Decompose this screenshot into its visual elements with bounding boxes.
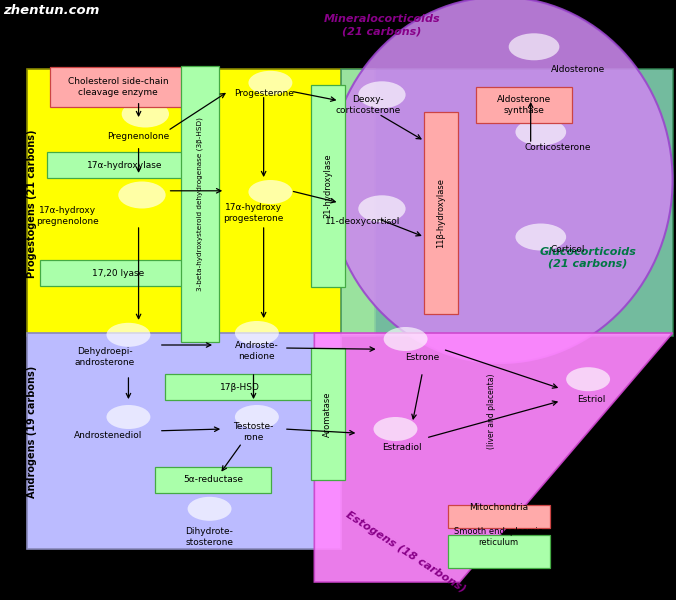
Ellipse shape bbox=[235, 321, 279, 345]
Polygon shape bbox=[314, 333, 673, 582]
Ellipse shape bbox=[516, 118, 566, 145]
Text: Estogens (18 carbons): Estogens (18 carbons) bbox=[344, 509, 467, 595]
FancyBboxPatch shape bbox=[424, 112, 458, 314]
Ellipse shape bbox=[118, 181, 166, 208]
FancyBboxPatch shape bbox=[166, 374, 314, 400]
Text: Progesterone: Progesterone bbox=[234, 88, 293, 97]
Text: 11β-hydroxylase: 11β-hydroxylase bbox=[436, 178, 445, 248]
Text: 17β-HSD: 17β-HSD bbox=[220, 383, 260, 391]
Ellipse shape bbox=[235, 405, 279, 429]
Text: 17α-hydroxy
pregnenolone: 17α-hydroxy pregnenolone bbox=[37, 206, 99, 226]
FancyBboxPatch shape bbox=[476, 87, 571, 124]
Ellipse shape bbox=[107, 405, 150, 429]
Text: Progestogens (21 carbons): Progestogens (21 carbons) bbox=[28, 130, 37, 278]
Ellipse shape bbox=[516, 223, 566, 251]
FancyBboxPatch shape bbox=[40, 260, 196, 286]
Ellipse shape bbox=[509, 33, 560, 60]
Ellipse shape bbox=[566, 367, 610, 391]
Text: Dehydroepi-
androsterone: Dehydroepi- androsterone bbox=[74, 347, 135, 367]
Text: Corticosterone: Corticosterone bbox=[525, 142, 591, 151]
FancyBboxPatch shape bbox=[47, 152, 203, 178]
Ellipse shape bbox=[358, 81, 406, 108]
Text: Aldosterone
synthase: Aldosterone synthase bbox=[497, 95, 551, 115]
FancyBboxPatch shape bbox=[181, 66, 219, 342]
FancyBboxPatch shape bbox=[448, 505, 550, 528]
Bar bbox=[27, 333, 341, 549]
Polygon shape bbox=[341, 69, 673, 336]
Ellipse shape bbox=[107, 323, 150, 347]
Text: Estriol: Estriol bbox=[577, 395, 606, 404]
Text: Testoste-
rone: Testoste- rone bbox=[233, 422, 274, 442]
Text: Androgens (19 carbons): Androgens (19 carbons) bbox=[28, 366, 37, 498]
Ellipse shape bbox=[328, 0, 673, 363]
FancyBboxPatch shape bbox=[448, 535, 550, 568]
FancyBboxPatch shape bbox=[155, 467, 270, 493]
Text: (liver and placenta): (liver and placenta) bbox=[487, 373, 496, 449]
Ellipse shape bbox=[383, 327, 427, 351]
Text: Aldosterone: Aldosterone bbox=[551, 64, 605, 73]
FancyBboxPatch shape bbox=[50, 67, 186, 107]
Text: Estradiol: Estradiol bbox=[383, 443, 422, 451]
Text: 21-hydroxylase: 21-hydroxylase bbox=[323, 154, 333, 218]
Text: Dihydrote-
stosterone: Dihydrote- stosterone bbox=[185, 527, 234, 547]
Text: Estrone: Estrone bbox=[406, 352, 439, 361]
Ellipse shape bbox=[373, 417, 418, 441]
Ellipse shape bbox=[358, 196, 406, 222]
Text: 17α-hydroxylase: 17α-hydroxylase bbox=[87, 160, 163, 169]
FancyBboxPatch shape bbox=[311, 85, 345, 287]
Text: zhentun.com: zhentun.com bbox=[3, 4, 100, 17]
Ellipse shape bbox=[249, 71, 293, 95]
Text: Aromatase: Aromatase bbox=[323, 391, 333, 437]
Text: 17α-hydroxy
progesterone: 17α-hydroxy progesterone bbox=[223, 203, 284, 223]
Text: Smooth endoplasmic
reticulum: Smooth endoplasmic reticulum bbox=[454, 527, 543, 547]
FancyBboxPatch shape bbox=[311, 347, 345, 480]
Text: Cortisol: Cortisol bbox=[550, 245, 585, 253]
Ellipse shape bbox=[122, 100, 169, 127]
Text: 17,20 lyase: 17,20 lyase bbox=[92, 269, 145, 277]
Ellipse shape bbox=[249, 180, 293, 204]
Bar bbox=[27, 69, 375, 336]
Text: Androstenediol: Androstenediol bbox=[74, 431, 143, 439]
Text: Pregnenolone: Pregnenolone bbox=[107, 132, 170, 141]
Text: 11-deoxycortisol: 11-deoxycortisol bbox=[324, 217, 400, 226]
Text: Cholesterol side-chain
cleavage enzyme: Cholesterol side-chain cleavage enzyme bbox=[68, 77, 168, 97]
Ellipse shape bbox=[188, 497, 231, 521]
Text: Mineralocorticoids
(21 carbons): Mineralocorticoids (21 carbons) bbox=[324, 14, 440, 36]
Text: Androste-
nedione: Androste- nedione bbox=[235, 341, 279, 361]
Text: Deoxy-
corticosterone: Deoxy- corticosterone bbox=[336, 95, 401, 115]
Text: 5α-reductase: 5α-reductase bbox=[183, 475, 243, 485]
Text: 3-beta-hydroxysteroid dehydrogenase (3β-HSD): 3-beta-hydroxysteroid dehydrogenase (3β-… bbox=[197, 117, 203, 291]
Text: Mitochondria: Mitochondria bbox=[469, 502, 528, 511]
Text: Glucocorticoids
(21 carbons): Glucocorticoids (21 carbons) bbox=[539, 247, 637, 269]
